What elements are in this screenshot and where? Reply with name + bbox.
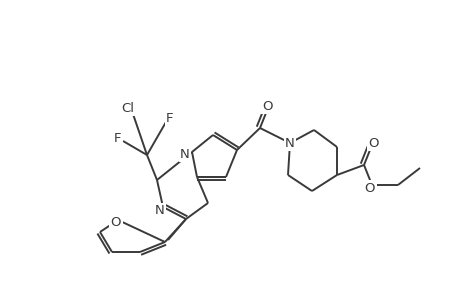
Text: O: O — [368, 136, 378, 149]
Text: N: N — [180, 148, 190, 160]
Text: O: O — [111, 217, 121, 230]
Text: O: O — [262, 100, 273, 112]
Text: N: N — [285, 136, 294, 149]
Text: F: F — [114, 131, 122, 145]
Text: Cl: Cl — [121, 101, 134, 115]
Text: F: F — [166, 112, 174, 124]
Text: N: N — [155, 205, 164, 218]
Text: O: O — [364, 182, 375, 194]
